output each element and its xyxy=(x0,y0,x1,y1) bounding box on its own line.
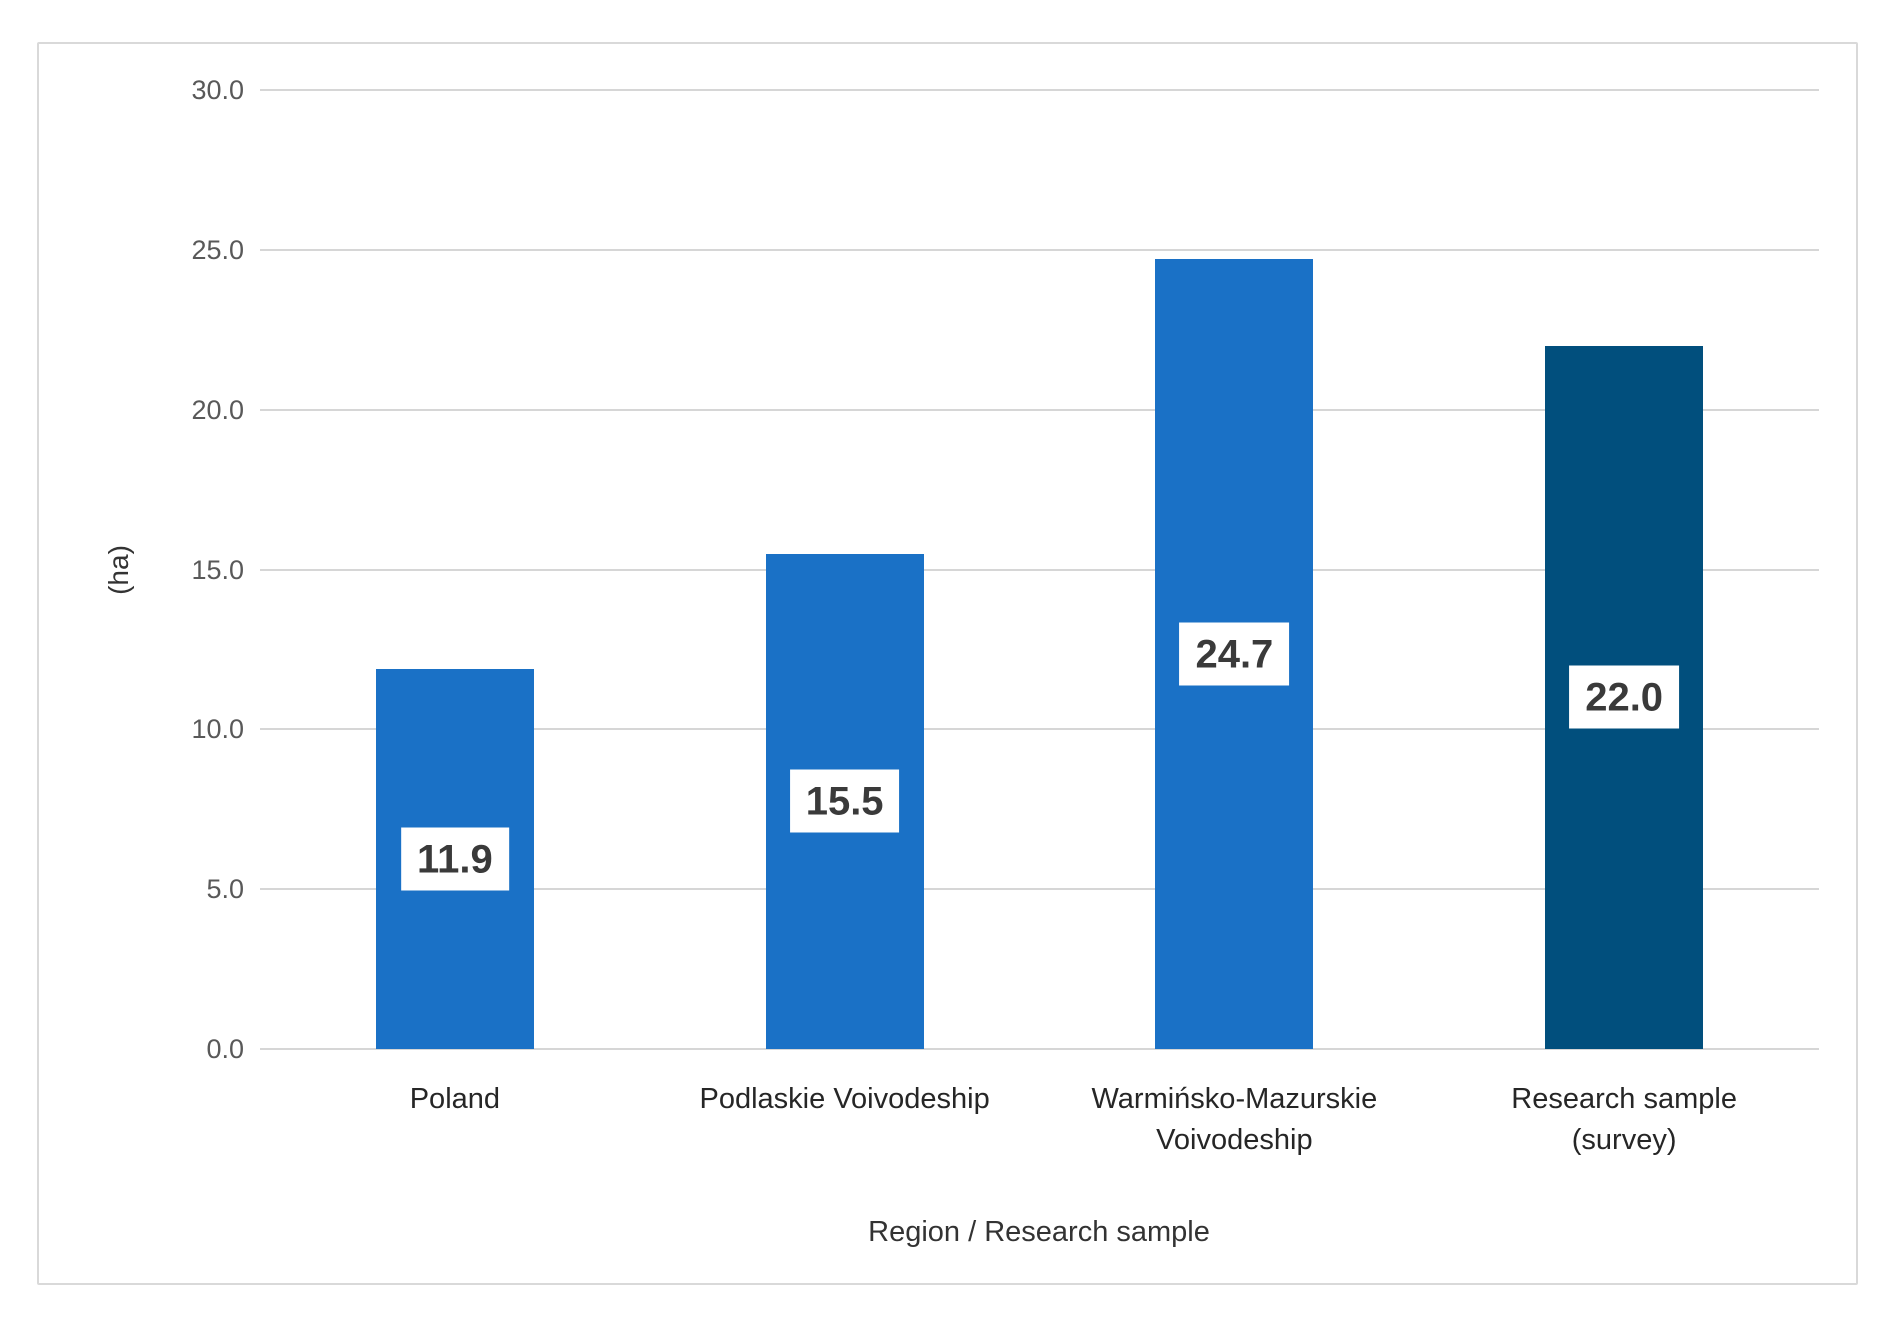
y-tick-label: 25.0 xyxy=(191,234,244,265)
bar-value-label: 15.5 xyxy=(789,769,900,833)
bar-value-label: 11.9 xyxy=(401,827,509,891)
gridline xyxy=(260,248,1819,251)
gridline xyxy=(260,408,1819,411)
y-tick-label: 30.0 xyxy=(191,75,244,105)
y-tick-label: 20.0 xyxy=(191,394,244,425)
gridline xyxy=(260,568,1819,571)
y-tick-label: 5.0 xyxy=(206,874,244,905)
x-category-label: Warmińsko-Mazurskie Voivodeship xyxy=(1091,1083,1378,1156)
x-category-label: Poland xyxy=(409,1083,501,1115)
gridline xyxy=(260,888,1819,891)
y-tick-label: 10.0 xyxy=(191,714,244,745)
y-axis-title: (ha) xyxy=(103,545,134,595)
chart-frame: (ha) 0.0 5.0 10.0 15.0 20.0 25.0 30.0 11.9 Polan… xyxy=(37,42,1858,1285)
gridline xyxy=(260,728,1819,731)
gridline xyxy=(260,89,1819,91)
x-category-label: Podlaskie Voivodeship xyxy=(699,1083,990,1115)
gridline xyxy=(260,1048,1819,1050)
plot-area: 0.0 5.0 10.0 15.0 20.0 25.0 30.0 11.9 Poland 15.5… xyxy=(191,75,1819,1156)
bar-value-label: 24.7 xyxy=(1179,622,1290,686)
x-axis-title: Region / Research sample xyxy=(868,1216,1210,1248)
x-category-label: Research sample (survey) xyxy=(1511,1083,1737,1156)
y-tick-label: 15.0 xyxy=(191,554,244,585)
y-tick-label: 0.0 xyxy=(206,1034,244,1064)
bar-value-label: 22.0 xyxy=(1569,665,1680,729)
